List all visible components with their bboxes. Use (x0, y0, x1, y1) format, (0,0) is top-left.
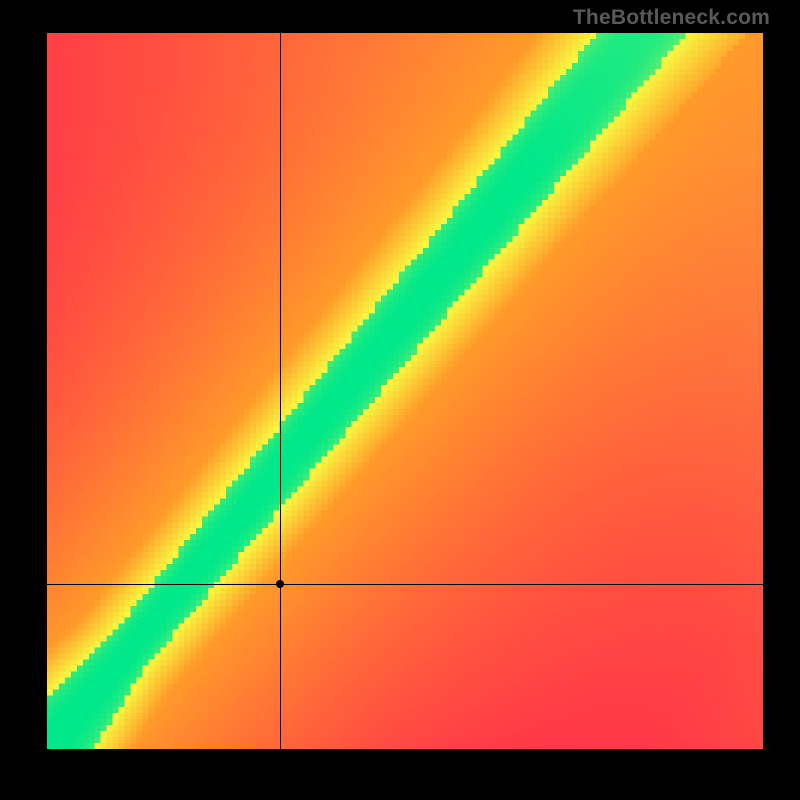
crosshair-horizontal (47, 584, 763, 585)
watermark-text: TheBottleneck.com (573, 6, 770, 30)
crosshair-vertical (280, 33, 281, 749)
crosshair-marker (276, 580, 284, 588)
heatmap-canvas (47, 33, 763, 749)
heatmap-plot-area (47, 33, 763, 749)
